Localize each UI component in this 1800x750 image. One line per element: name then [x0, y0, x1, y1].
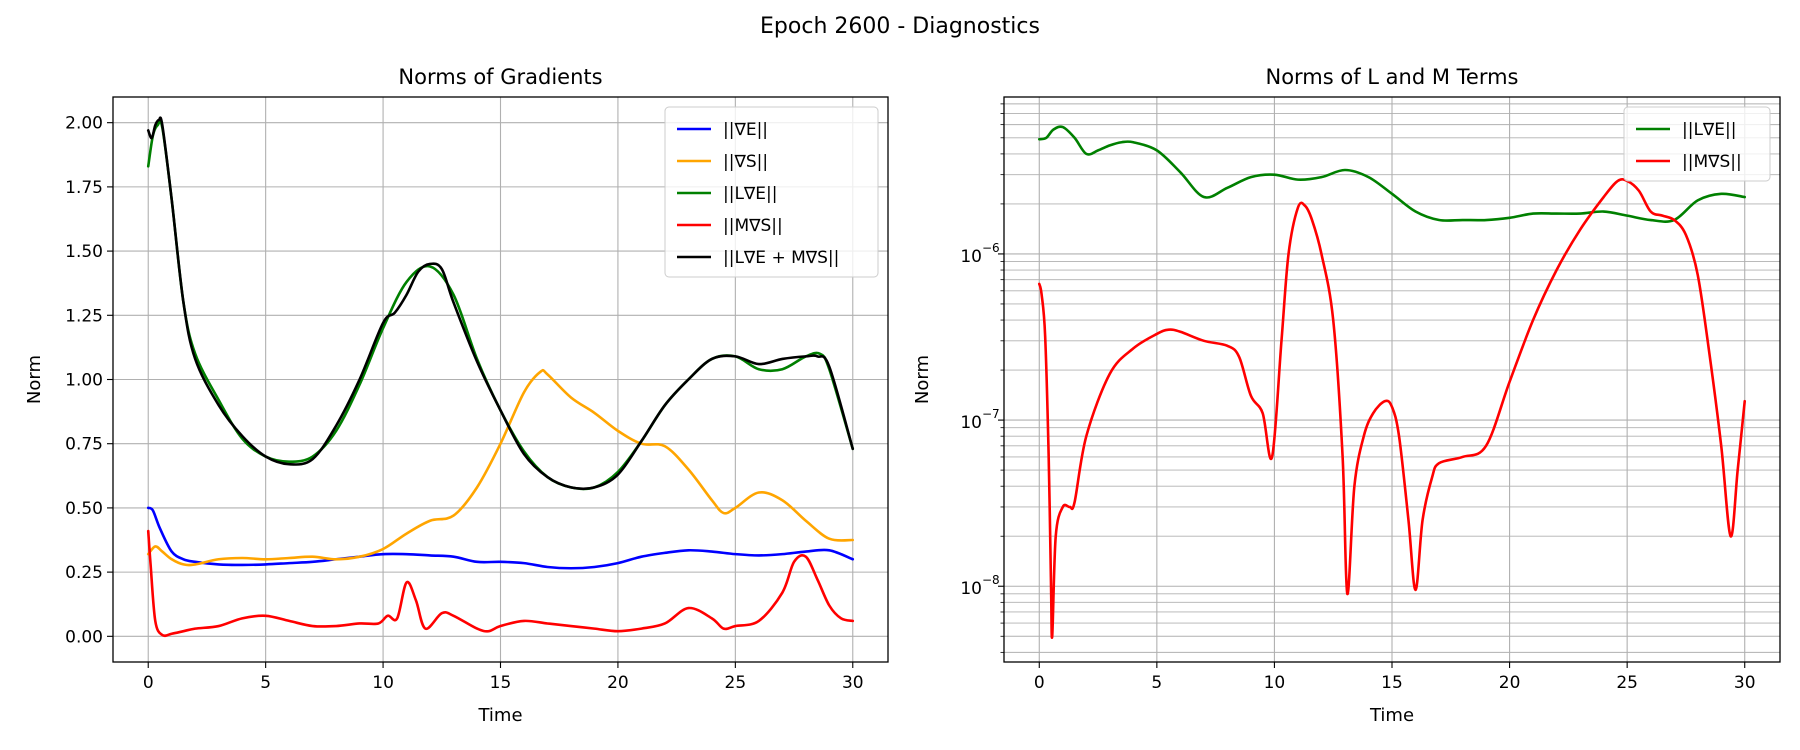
gradients-xtick-label: 5	[260, 673, 271, 693]
gradients-series-line-1	[146, 368, 855, 567]
gradients-xtick-label: 15	[490, 673, 512, 693]
gradients-legend-label: ||∇S||	[723, 152, 768, 172]
terms-legend-box	[1623, 106, 1771, 182]
terms-xtick-label: 25	[1616, 673, 1638, 693]
gradients-legend-label: ||L∇E||	[723, 184, 778, 204]
gradients-legend-label: ||M∇S||	[723, 216, 783, 236]
gradients-series-line-3	[146, 529, 855, 638]
gradients-ytick-label: 1.75	[65, 178, 103, 198]
gradients-ylabel: Norm	[24, 355, 45, 404]
terms-ytick-exponent: −6	[982, 241, 1000, 255]
gradients-xtick-label: 20	[607, 673, 629, 693]
gradients-ytick-label: 1.50	[65, 242, 103, 262]
terms-legend-label: ||L∇E||	[1682, 120, 1737, 140]
gradients-series-line-4	[146, 116, 855, 491]
terms-xtick-label: 30	[1734, 673, 1756, 693]
gradients-xtick-label: 10	[372, 673, 394, 693]
gradients-ticks: 0 5 10 15 20 25 30 0.00 0.25 0.50 0.75 1.00 1.25 1.50…	[65, 114, 863, 693]
gradients-xlabel: Time	[477, 705, 522, 726]
terms-xtick-label: 15	[1381, 673, 1403, 693]
gradients-ytick-label: 0.50	[65, 499, 103, 519]
terms-legend-label: ||M∇S||	[1682, 152, 1742, 172]
terms-ytick-label: 10	[960, 579, 982, 599]
gradients-panel: 0 5 10 15 20 25 30 0.00 0.25 0.50 0.75 1.00 1.25 1.50…	[24, 65, 889, 726]
terms-title: Norms of L and M Terms	[1265, 65, 1518, 89]
terms-xtick-label: 5	[1151, 673, 1162, 693]
terms-ylabel: Norm	[912, 355, 933, 404]
terms-xlabel: Time	[1369, 705, 1414, 726]
gradients-legend-box	[664, 106, 879, 278]
gradients-legend: ||∇E|| ||∇S|| ||L∇E|| ||M∇S|| ||L∇E + M∇S||	[664, 106, 879, 278]
gradients-series-lines	[146, 116, 855, 638]
terms-xtick-label: 10	[1264, 673, 1286, 693]
gradients-ytick-label: 0.25	[65, 563, 103, 583]
terms-ytick-exponent: −7	[982, 407, 1000, 421]
gradients-ytick-label: 1.25	[65, 306, 103, 326]
terms-ytick-exponent: −8	[982, 573, 1000, 587]
gradients-ytick-label: 0.00	[65, 627, 103, 647]
gradients-xtick-label: 0	[143, 673, 154, 693]
terms-series-lines	[1037, 125, 1747, 640]
terms-series-line-1	[1037, 178, 1747, 640]
gradients-title: Norms of Gradients	[398, 65, 602, 89]
terms-xtick-label: 20	[1499, 673, 1521, 693]
gradients-legend-label: ||∇E||	[723, 120, 768, 140]
terms-legend: ||L∇E|| ||M∇S||	[1623, 106, 1771, 182]
gradients-xtick-label: 25	[725, 673, 747, 693]
terms-ytick-label: 10	[960, 413, 982, 433]
gradients-legend-label: ||L∇E + M∇S||	[723, 248, 839, 268]
terms-xtick-label: 0	[1034, 673, 1045, 693]
gradients-xtick-label: 30	[842, 673, 864, 693]
gradients-ytick-label: 1.00	[65, 371, 103, 391]
terms-series-line-0	[1037, 125, 1747, 223]
gradients-ytick-label: 0.75	[65, 435, 103, 455]
gradients-ytick-label: 2.00	[65, 114, 103, 134]
figure-suptitle: Epoch 2600 - Diagnostics	[760, 14, 1040, 39]
terms-ytick-label: 10	[960, 247, 982, 267]
terms-gridlines	[1004, 97, 1780, 662]
